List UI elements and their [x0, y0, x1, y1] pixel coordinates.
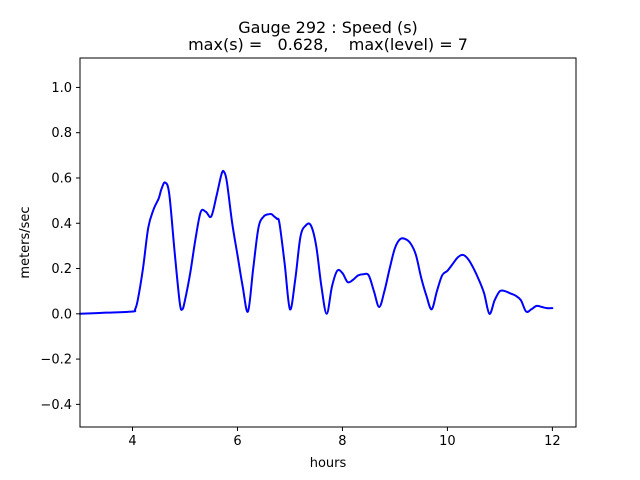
chart-subtitle: max(s) = 0.628, max(level) = 7	[188, 35, 468, 54]
x-tick-label: 10	[439, 434, 456, 449]
y-axis-label: meters/sec	[18, 206, 33, 278]
y-tick-label: 0.8	[51, 126, 72, 141]
y-tick-label: −0.4	[40, 398, 72, 413]
y-tick-label: 0.0	[51, 307, 72, 322]
y-tick-label: −0.2	[40, 353, 72, 368]
y-tick-label: 0.2	[51, 262, 72, 277]
axis-ticks: 4 6 8 10 12 −0.4 −0.2 0.0 0.2 0.4 0.6 0.8 1.0	[40, 81, 560, 449]
x-axis-label: hours	[310, 456, 347, 471]
y-tick-label: 0.6	[51, 171, 72, 186]
plot-area	[79, 169, 554, 315]
x-tick-label: 8	[338, 434, 346, 449]
plot-frame	[79, 57, 577, 428]
y-tick-label: 1.0	[51, 81, 72, 96]
chart-title: Gauge 292 : Speed (s)	[238, 18, 418, 37]
y-tick-label: 0.4	[51, 217, 72, 232]
x-tick-label: 4	[128, 434, 136, 449]
x-tick-label: 6	[233, 434, 241, 449]
speed-series-line	[79, 169, 554, 315]
x-tick-label: 12	[544, 434, 561, 449]
